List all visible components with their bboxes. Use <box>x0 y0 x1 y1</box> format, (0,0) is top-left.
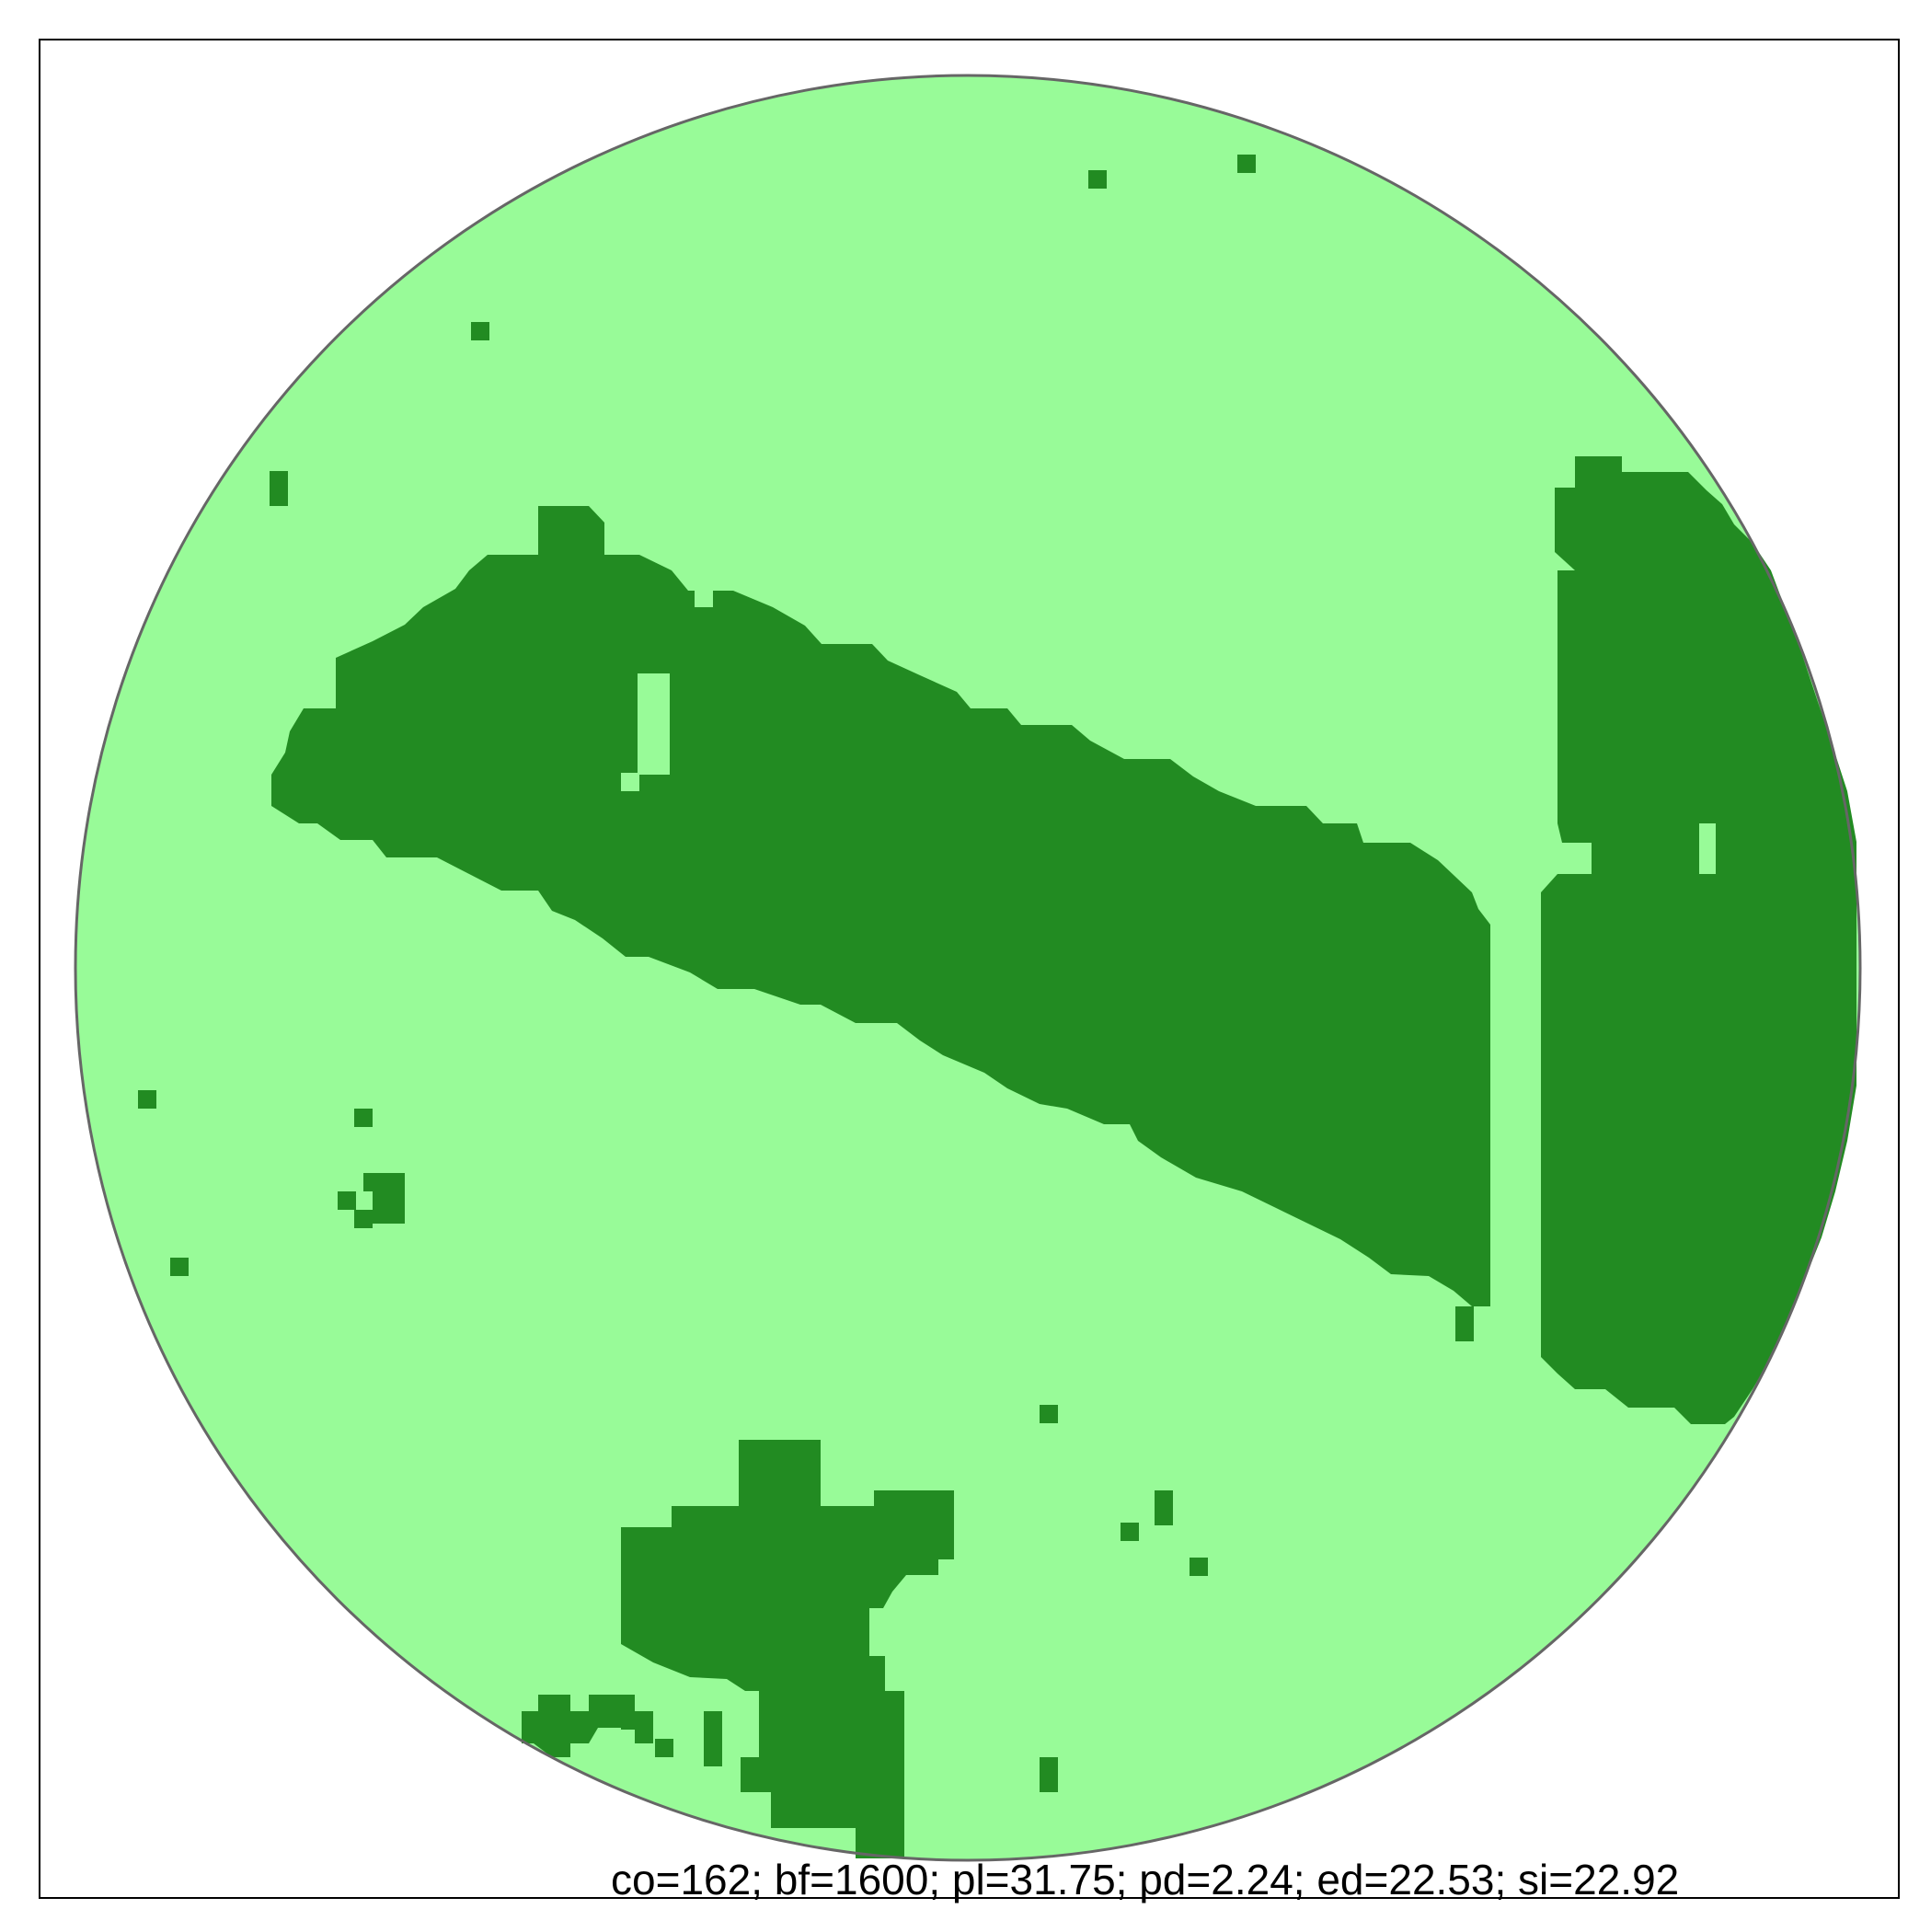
north-cell <box>471 322 489 340</box>
west-cell <box>138 1090 156 1109</box>
band-patch-main <box>271 506 1490 1306</box>
habitat-gap <box>638 673 670 775</box>
west-cell <box>354 1109 373 1127</box>
west-cell <box>170 1258 189 1276</box>
habitat-gap <box>1699 823 1716 874</box>
west-cell <box>338 1191 356 1210</box>
southwest-cluster <box>522 1695 653 1757</box>
center-cell <box>1155 1490 1173 1525</box>
center-cell <box>1190 1558 1208 1576</box>
west-cluster <box>373 1173 405 1224</box>
landscape-stats-text: co=162; bf=1600; pl=31.75; pd=2.24; ed=2… <box>611 1856 1680 1903</box>
south-cell <box>1040 1757 1058 1792</box>
plot-frame <box>39 39 1900 1899</box>
east-patch <box>1541 456 1856 1424</box>
band-tail-cell <box>1455 1306 1474 1341</box>
west-cell <box>354 1210 373 1228</box>
patch-group <box>138 155 1856 1858</box>
northwest-cell <box>270 471 288 506</box>
habitat-gap <box>672 524 690 561</box>
center-cell <box>1040 1405 1058 1423</box>
center-cell <box>1121 1523 1139 1541</box>
disc-outline <box>74 74 1862 1862</box>
south-patch <box>621 1440 954 1858</box>
southwest-cell <box>655 1739 673 1757</box>
north-cell <box>1237 155 1256 173</box>
habitat-gap <box>695 589 713 607</box>
north-cell <box>1088 170 1107 189</box>
habitat-gap <box>621 773 639 791</box>
southwest-cell <box>704 1711 722 1766</box>
